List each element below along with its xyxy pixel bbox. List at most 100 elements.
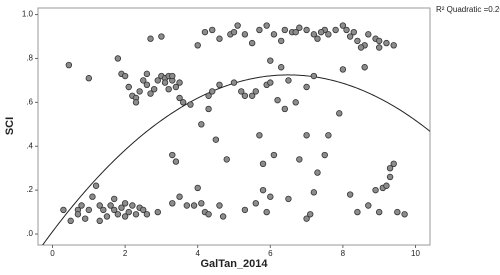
point: [121, 213, 129, 220]
point: [292, 99, 299, 106]
point: [65, 61, 73, 69]
point: [121, 72, 129, 80]
point: [267, 57, 274, 64]
point: [230, 28, 238, 36]
point: [241, 206, 249, 214]
y-tick-label: .4: [26, 141, 33, 150]
plot-frame: [37, 7, 431, 246]
point: [270, 31, 278, 38]
point: [143, 70, 151, 78]
point: [121, 200, 129, 207]
point: [143, 81, 151, 89]
point: [281, 26, 289, 34]
point: [234, 22, 241, 29]
point: [154, 77, 161, 84]
point: [383, 182, 390, 189]
y-tick-label: 1.0: [22, 10, 34, 19]
x-tick-label: 2: [123, 249, 128, 258]
point: [296, 156, 303, 163]
point: [259, 186, 267, 194]
point: [187, 101, 194, 108]
point: [314, 169, 321, 176]
point: [96, 202, 103, 209]
point: [375, 208, 383, 216]
point: [248, 39, 256, 47]
point: [267, 79, 274, 86]
point: [248, 92, 256, 99]
point: [386, 173, 394, 181]
point: [132, 99, 140, 106]
point: [303, 132, 310, 139]
point: [383, 39, 390, 47]
point: [169, 151, 176, 159]
point: [198, 200, 205, 207]
point: [321, 151, 328, 159]
point: [89, 193, 96, 200]
point: [132, 211, 140, 218]
point: [136, 88, 143, 95]
point: [241, 31, 249, 38]
point: [263, 22, 270, 29]
point: [125, 208, 132, 216]
point: [343, 26, 350, 34]
point: [169, 72, 176, 80]
point: [238, 88, 245, 95]
point: [205, 92, 212, 99]
point: [285, 77, 292, 84]
point: [78, 202, 85, 209]
point: [307, 211, 314, 218]
point: [114, 211, 122, 218]
y-axis-title: SCI: [4, 117, 16, 135]
point: [310, 72, 318, 80]
point: [176, 94, 183, 102]
point: [216, 81, 223, 89]
point: [346, 33, 354, 40]
point: [256, 132, 263, 139]
point: [147, 35, 154, 42]
point: [190, 202, 198, 209]
point: [216, 35, 223, 42]
point: [74, 211, 82, 218]
x-tick-label: 8: [341, 249, 346, 258]
point: [194, 42, 201, 49]
point: [230, 79, 238, 86]
point: [150, 85, 158, 93]
point: [350, 28, 357, 36]
point: [277, 64, 285, 71]
point: [103, 213, 111, 220]
point: [147, 90, 154, 97]
point: [346, 191, 354, 198]
x-tick-label: 4: [195, 249, 200, 258]
y-tick-label: .2: [26, 185, 33, 194]
point: [209, 26, 216, 34]
point: [125, 83, 132, 91]
point: [209, 88, 216, 95]
point: [183, 202, 191, 209]
point: [176, 79, 183, 86]
point: [198, 121, 205, 128]
point: [365, 31, 372, 38]
point: [81, 215, 89, 222]
point: [176, 193, 183, 200]
point: [60, 206, 67, 214]
point: [375, 37, 383, 45]
point: [161, 79, 169, 86]
point: [252, 200, 259, 207]
point: [154, 208, 161, 216]
point: [303, 83, 310, 91]
point: [270, 151, 278, 159]
x-tick-label: 10: [411, 249, 420, 258]
point: [85, 206, 93, 214]
point: [375, 44, 383, 51]
point: [386, 164, 394, 172]
point: [216, 202, 223, 209]
point: [111, 195, 118, 203]
point: [361, 64, 368, 71]
point: [292, 28, 299, 36]
point: [140, 206, 147, 214]
point: [107, 202, 114, 209]
point: [165, 85, 172, 93]
point: [169, 200, 176, 207]
point: [67, 217, 74, 225]
point: [332, 26, 339, 34]
